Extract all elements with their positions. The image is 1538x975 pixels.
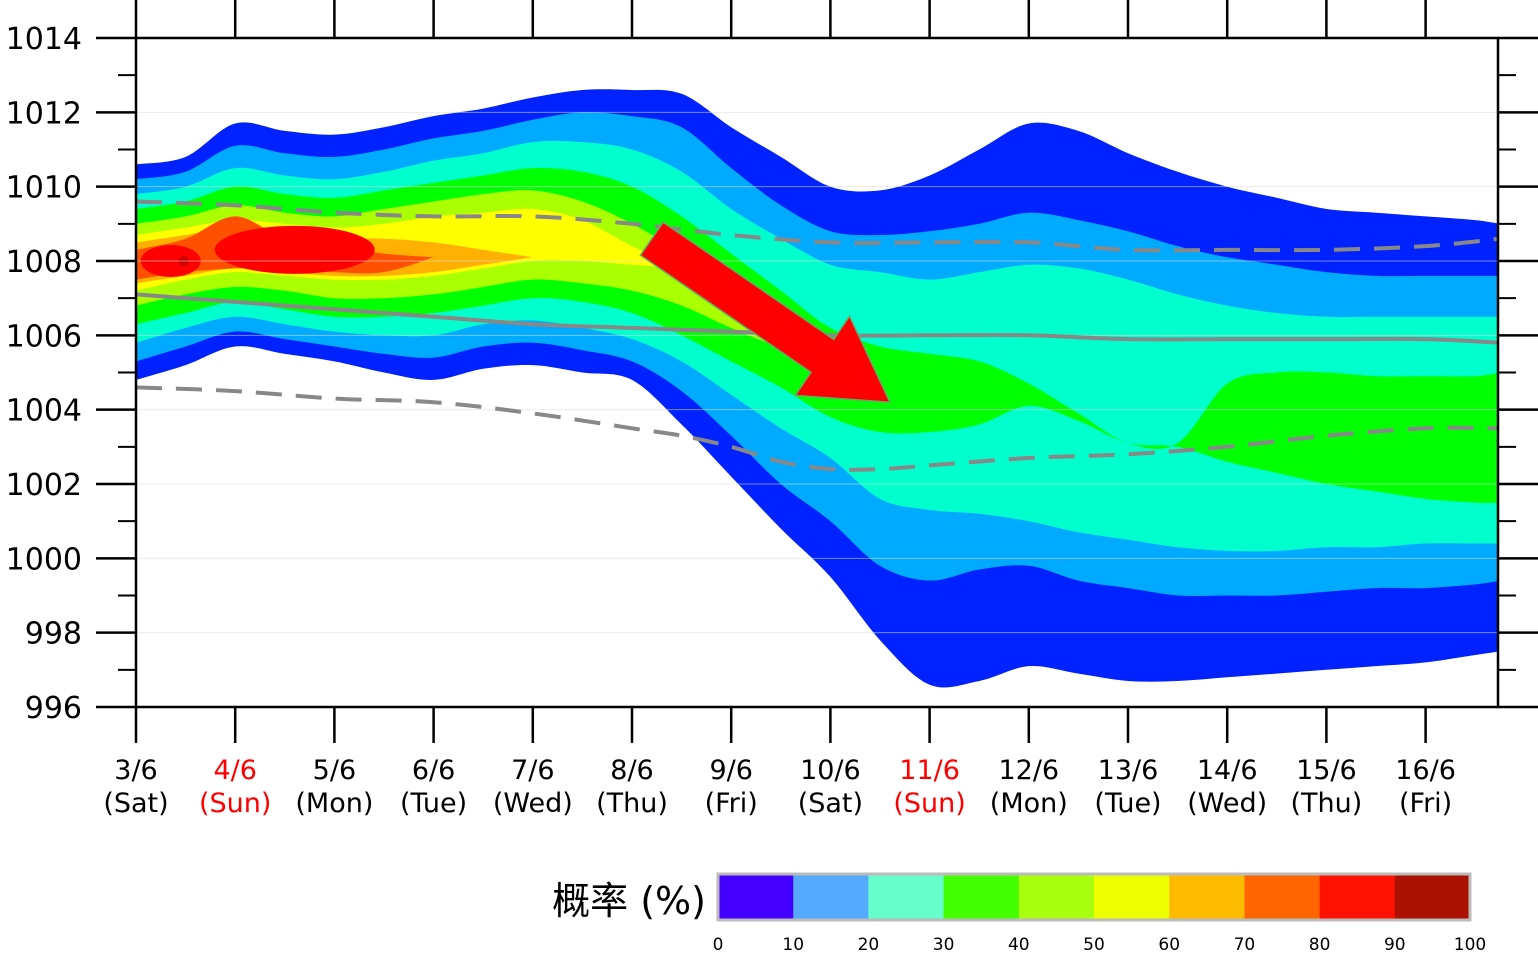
y-tick-label: 998: [25, 617, 82, 652]
x-tick-day: (Tue): [1094, 788, 1161, 819]
colorbar-tick-label: 50: [1083, 935, 1105, 955]
x-tick-day: (Mon): [295, 788, 373, 819]
x-tick-date: 5/6: [313, 755, 356, 786]
x-tick-day: (Mon): [990, 788, 1068, 819]
colorbar-tick-label: 20: [858, 935, 880, 955]
colorbar-tick-label: 90: [1384, 935, 1406, 955]
x-tick-day: (Tue): [400, 788, 467, 819]
x-tick-day: (Sun): [893, 788, 965, 819]
colorbar-tick-label: 70: [1234, 935, 1256, 955]
x-tick-date: 8/6: [610, 755, 653, 786]
x-axis: 3/6(Sat)4/6(Sun)5/6(Mon)6/6(Tue)7/6(Wed)…: [103, 755, 1456, 819]
colorbar-swatch: [1244, 874, 1321, 920]
colorbar-tick-label: 100: [1454, 935, 1486, 955]
colorbar-swatch: [1319, 874, 1396, 920]
y-tick-label: 1014: [6, 22, 82, 57]
colorbar-tick-label: 60: [1158, 935, 1180, 955]
x-tick-day: (Wed): [493, 788, 573, 819]
colorbar-tick-label: 80: [1309, 935, 1331, 955]
x-tick-date: 15/6: [1296, 755, 1357, 786]
y-tick-label: 1006: [6, 319, 82, 354]
x-tick-day: (Fri): [705, 788, 758, 819]
x-tick-date: 7/6: [511, 755, 554, 786]
y-tick-label: 1004: [6, 394, 82, 429]
x-tick-date: 14/6: [1197, 755, 1258, 786]
x-tick-day: (Thu): [596, 788, 668, 819]
trend-arrow-shape: [639, 221, 892, 404]
x-tick-date: 3/6: [114, 755, 157, 786]
x-tick-date: 16/6: [1395, 755, 1456, 786]
colorbar-tick-label: 10: [782, 935, 804, 955]
y-tick-label: 1002: [6, 468, 82, 503]
colorbar-tick-label: 0: [713, 935, 724, 955]
colorbar-swatch: [868, 874, 945, 920]
colorbar-swatch: [1018, 874, 1095, 920]
probability-core: [214, 225, 375, 274]
y-tick-label: 1008: [6, 245, 82, 280]
colorbar-border: [716, 872, 1472, 922]
x-tick-day: (Thu): [1291, 788, 1363, 819]
y-tick-label: 1000: [6, 542, 82, 577]
colorbar-swatch: [1169, 874, 1245, 920]
y-tick-label: 996: [25, 691, 82, 726]
x-tick-day: (Sat): [103, 788, 168, 819]
colorbar-swatch: [793, 874, 869, 920]
x-tick-date: 12/6: [998, 755, 1059, 786]
colorbar-tick-label: 30: [933, 935, 955, 955]
x-tick-date: 6/6: [412, 755, 455, 786]
colorbar-swatch: [718, 874, 794, 920]
colorbar-swatch: [1394, 874, 1471, 920]
y-tick-label: 1012: [6, 96, 82, 131]
upper-dashed-line: [136, 199, 1498, 253]
trend-arrow: [639, 221, 892, 404]
x-tick-date: 11/6: [899, 755, 960, 786]
colorbar-title: 概率 (%): [552, 879, 706, 923]
x-tick-date: 4/6: [213, 755, 256, 786]
x-tick-day: (Wed): [1187, 788, 1267, 819]
x-tick-date: 10/6: [800, 755, 861, 786]
colorbar-tick-label: 40: [1008, 935, 1030, 955]
x-tick-day: (Sun): [199, 788, 271, 819]
forecast-lines: [136, 199, 1498, 472]
colorbar: 0 10 20 30 40 50 60 70 80 90 100 概率 (%): [552, 872, 1486, 955]
y-axis: 996 998 1000 1002 1004 1006 1008 1010 1012 1014: [6, 22, 1538, 726]
x-tick-day: (Fri): [1399, 788, 1452, 819]
x-tick-date: 13/6: [1098, 755, 1159, 786]
colorbar-swatch: [943, 874, 1020, 920]
x-tick-day: (Sat): [798, 788, 863, 819]
median-line: [136, 292, 1498, 345]
colorbar-swatch: [1094, 874, 1170, 920]
gridlines: [136, 111, 1498, 634]
y-tick-label: 1010: [6, 171, 82, 206]
x-tick-date: 9/6: [709, 755, 752, 786]
